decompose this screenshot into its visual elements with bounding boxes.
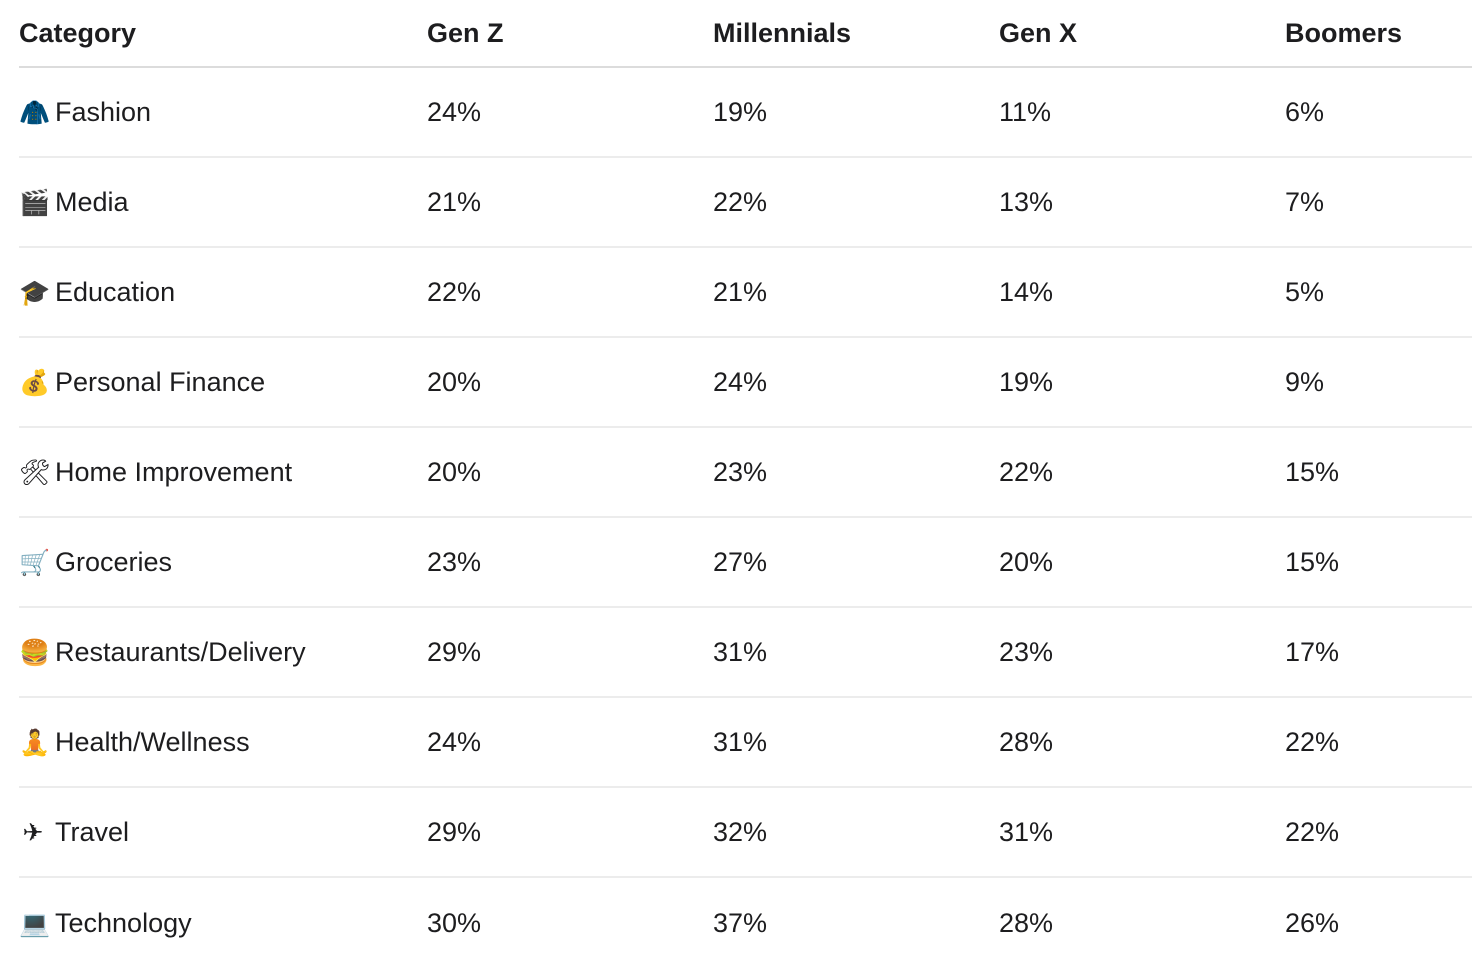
- airplane-icon: ✈: [22, 817, 44, 847]
- value-cell-boomers: 6%: [1285, 96, 1325, 127]
- value-cell-gen-z: 24%: [427, 96, 482, 127]
- value-cell-gen-z: 30%: [427, 907, 482, 938]
- category-cell: 🧘 Health/Wellness: [19, 698, 250, 786]
- value-cell-gen-z: 24%: [427, 726, 482, 757]
- value-cell-gen-x: 28%: [999, 726, 1054, 757]
- category-label: Education: [55, 276, 176, 307]
- value-cell-boomers: 5%: [1285, 276, 1325, 307]
- table-body: 🧥 Fashion 24% 19% 11% 6% 🎬 Media 21% 22% 13% 7% 🎓 Edu…: [19, 68, 1472, 968]
- table-row: 🛒 Groceries 23% 27% 20% 15%: [19, 518, 1472, 608]
- column-header-gen-x: Gen X: [999, 17, 1078, 48]
- value-cell-millennials: 37%: [713, 907, 768, 938]
- value-cell-millennials: 22%: [713, 186, 768, 217]
- category-label: Fashion: [55, 96, 152, 127]
- category-cell: 🎓 Education: [19, 248, 175, 336]
- category-label: Groceries: [55, 546, 173, 577]
- table-header: Category Gen Z Millennials Gen X Boomers: [19, 0, 1472, 68]
- table-row: 💰 Personal Finance 20% 24% 19% 9%: [19, 338, 1472, 428]
- value-cell-gen-x: 23%: [999, 636, 1054, 667]
- table-row: 🎬 Media 21% 22% 13% 7%: [19, 158, 1472, 248]
- value-cell-gen-x: 13%: [999, 186, 1054, 217]
- value-cell-millennials: 32%: [713, 816, 768, 847]
- value-cell-boomers: 9%: [1285, 366, 1325, 397]
- value-cell-gen-x: 20%: [999, 546, 1054, 577]
- table-row: 🍔 Restaurants/Delivery 29% 31% 23% 17%: [19, 608, 1472, 698]
- category-cell: 🛒 Groceries: [19, 518, 172, 606]
- table-row: 🎓 Education 22% 21% 14% 5%: [19, 248, 1472, 338]
- category-cell: 💻 Technology: [19, 878, 192, 968]
- value-cell-boomers: 26%: [1285, 907, 1340, 938]
- data-table: Category Gen Z Millennials Gen X Boomers…: [19, 0, 1472, 968]
- value-cell-gen-x: 31%: [999, 816, 1054, 847]
- table-row: 🧘 Health/Wellness 24% 31% 28% 22%: [19, 698, 1472, 788]
- value-cell-gen-x: 14%: [999, 276, 1054, 307]
- value-cell-gen-z: 29%: [427, 636, 482, 667]
- meditation-icon: 🧘: [19, 727, 51, 757]
- value-cell-boomers: 15%: [1285, 456, 1340, 487]
- column-header-category: Category: [19, 17, 137, 48]
- laptop-icon: 💻: [19, 908, 51, 938]
- category-label: Technology: [55, 907, 192, 938]
- category-cell: ✈ Travel: [19, 788, 130, 876]
- value-cell-gen-z: 20%: [427, 366, 482, 397]
- value-cell-gen-z: 20%: [427, 456, 482, 487]
- value-cell-gen-x: 22%: [999, 456, 1054, 487]
- value-cell-boomers: 22%: [1285, 816, 1340, 847]
- value-cell-gen-z: 23%: [427, 546, 482, 577]
- column-header-gen-z: Gen Z: [427, 17, 504, 48]
- value-cell-gen-x: 19%: [999, 366, 1054, 397]
- category-cell: 🧥 Fashion: [19, 68, 151, 156]
- category-cell: 🎬 Media: [19, 158, 129, 246]
- table-row: ✈ Travel 29% 32% 31% 22%: [19, 788, 1472, 878]
- category-label: Restaurants/Delivery: [55, 636, 306, 667]
- table-row: 💻 Technology 30% 37% 28% 26%: [19, 878, 1472, 968]
- category-label: Personal Finance: [55, 366, 266, 397]
- value-cell-millennials: 23%: [713, 456, 768, 487]
- value-cell-millennials: 19%: [713, 96, 768, 127]
- category-label: Travel: [55, 816, 130, 847]
- value-cell-boomers: 17%: [1285, 636, 1340, 667]
- category-cell: 💰 Personal Finance: [19, 338, 265, 426]
- value-cell-boomers: 15%: [1285, 546, 1340, 577]
- value-cell-millennials: 31%: [713, 636, 768, 667]
- money-bag-icon: 💰: [19, 367, 51, 397]
- value-cell-boomers: 7%: [1285, 186, 1325, 217]
- coat-icon: 🧥: [19, 97, 51, 127]
- value-cell-gen-z: 22%: [427, 276, 482, 307]
- value-cell-millennials: 27%: [713, 546, 768, 577]
- category-label: Media: [55, 186, 129, 217]
- value-cell-gen-z: 29%: [427, 816, 482, 847]
- category-label: Home Improvement: [55, 456, 293, 487]
- column-header-millennials: Millennials: [713, 17, 852, 48]
- table-row: 🧥 Fashion 24% 19% 11% 6%: [19, 68, 1472, 158]
- column-header-boomers: Boomers: [1285, 17, 1403, 48]
- value-cell-millennials: 31%: [713, 726, 768, 757]
- category-cell: 🍔 Restaurants/Delivery: [19, 608, 306, 696]
- value-cell-gen-z: 21%: [427, 186, 482, 217]
- value-cell-boomers: 22%: [1285, 726, 1340, 757]
- value-cell-millennials: 21%: [713, 276, 768, 307]
- value-cell-gen-x: 28%: [999, 907, 1054, 938]
- value-cell-gen-x: 11%: [999, 96, 1052, 127]
- shopping-cart-icon: 🛒: [19, 547, 51, 577]
- burger-icon: 🍔: [19, 637, 51, 667]
- category-label: Health/Wellness: [55, 726, 250, 757]
- graduation-cap-icon: 🎓: [19, 277, 51, 307]
- value-cell-millennials: 24%: [713, 366, 768, 397]
- table-row: 🛠 Home Improvement 20% 23% 22% 15%: [19, 428, 1472, 518]
- category-cell: 🛠 Home Improvement: [19, 428, 292, 516]
- hammer-wrench-icon: 🛠: [19, 457, 51, 487]
- clapperboard-icon: 🎬: [19, 187, 51, 217]
